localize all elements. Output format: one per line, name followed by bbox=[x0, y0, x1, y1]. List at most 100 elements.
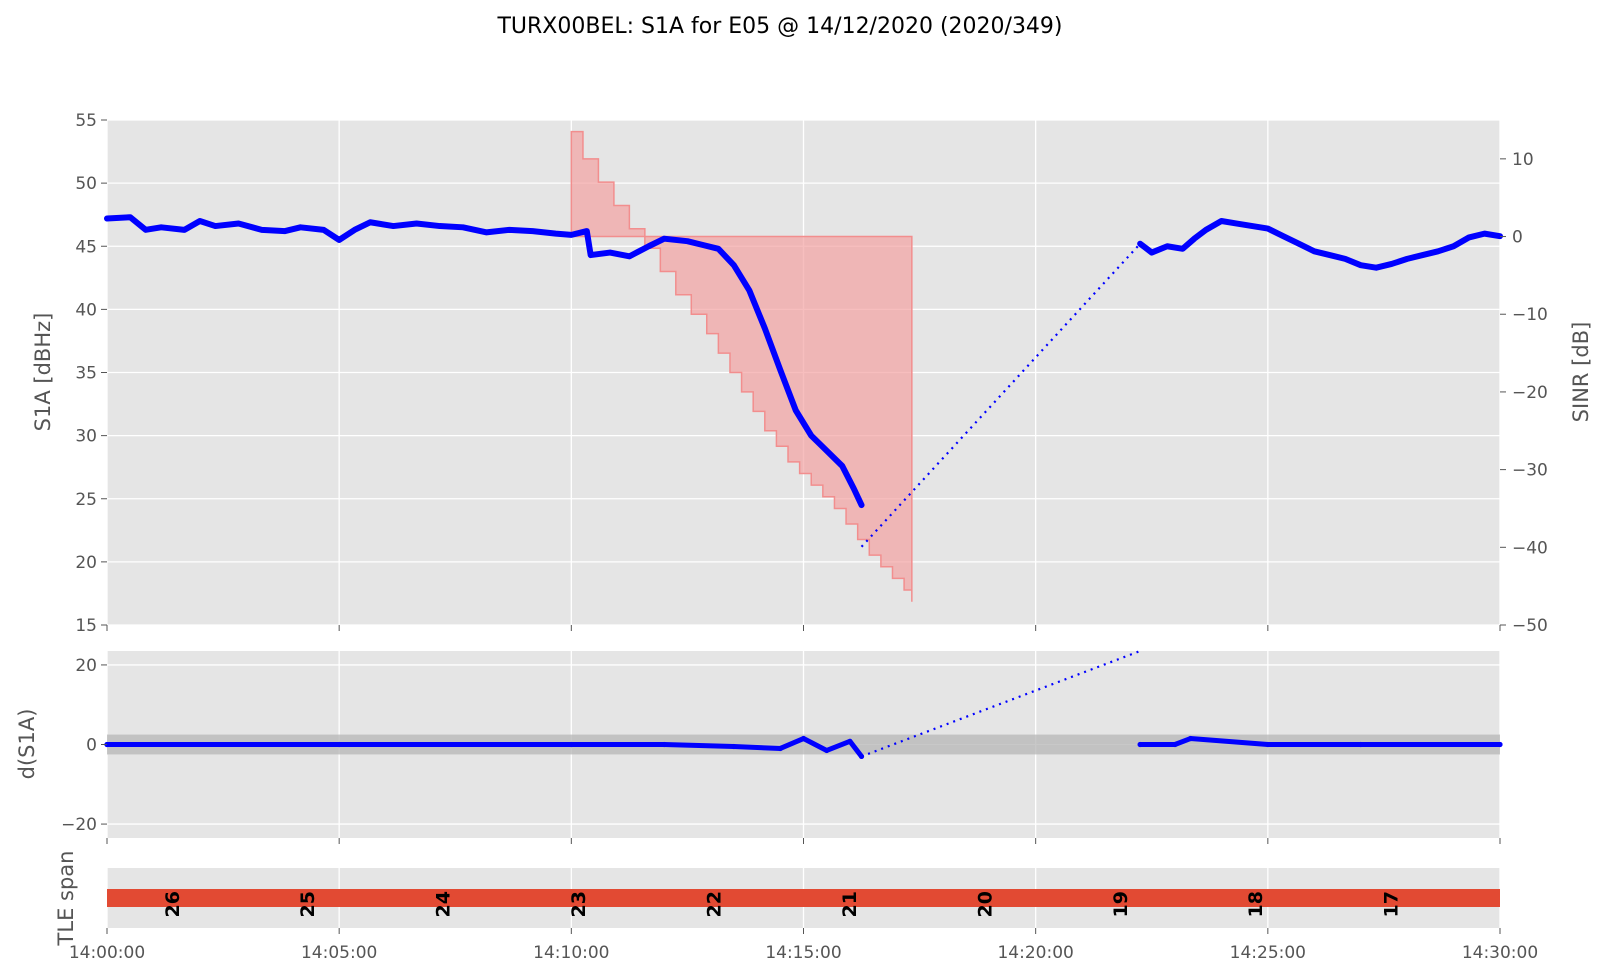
ds1a-point bbox=[847, 738, 853, 744]
tle-label: 24 bbox=[433, 891, 455, 917]
x-tick-label: 14:15:00 bbox=[765, 943, 841, 963]
ds1a-band bbox=[107, 734, 1500, 755]
s1a-point bbox=[367, 219, 373, 225]
s1a-point bbox=[777, 367, 783, 373]
s1a-y-label: S1A [dBHz] bbox=[31, 313, 55, 432]
s1a-point bbox=[1218, 218, 1224, 224]
ds1a-point bbox=[1137, 741, 1143, 748]
s1a-point bbox=[731, 262, 737, 268]
s1a-point bbox=[336, 237, 342, 243]
s1a-point bbox=[483, 229, 489, 235]
s1a-point bbox=[235, 220, 242, 227]
s1a-point bbox=[1191, 236, 1197, 242]
s1a-point bbox=[1373, 265, 1379, 271]
s1a-point bbox=[460, 224, 466, 230]
gap-line bbox=[861, 649, 1141, 758]
s1a-point bbox=[1342, 256, 1348, 262]
ds1a-point bbox=[824, 747, 830, 754]
y-tick-label: 20 bbox=[75, 553, 97, 573]
s1a-point bbox=[530, 228, 536, 234]
s1a-point bbox=[851, 486, 857, 492]
ds1a-line bbox=[1137, 736, 1503, 747]
figure-title: TURX00BEL: S1A for E05 @ 14/12/2020 (202… bbox=[496, 14, 1062, 39]
s1a-point bbox=[321, 227, 327, 233]
tle-panel: 26 25 24 23 22 21 20 19 18 17 TLE span bbox=[54, 851, 1501, 946]
s1a-point bbox=[793, 407, 799, 413]
x-tick-label: 14:00:00 bbox=[69, 943, 145, 963]
s1a-point bbox=[568, 232, 574, 238]
y-tick-label: 20 bbox=[75, 656, 97, 676]
tle-label: 22 bbox=[704, 891, 726, 917]
threshold-band bbox=[107, 734, 1500, 755]
tle-label: 20 bbox=[974, 891, 996, 917]
tle-label: 18 bbox=[1245, 891, 1267, 917]
s1a-point bbox=[1137, 241, 1143, 247]
y2-tick-label: −10 bbox=[1512, 305, 1548, 325]
ds1a-point bbox=[568, 741, 574, 748]
y-tick-label: 30 bbox=[75, 427, 97, 447]
y-tick-label: 25 bbox=[75, 490, 97, 510]
ds1a-y-ticks: −20 0 20 bbox=[61, 656, 107, 835]
s1a-point bbox=[1466, 234, 1472, 241]
s1a-point bbox=[553, 231, 559, 237]
y-tick-label: 55 bbox=[75, 111, 97, 131]
y-tick-label: 45 bbox=[75, 237, 97, 257]
s1a-point bbox=[715, 246, 721, 252]
ds1a-point bbox=[336, 741, 342, 748]
s1a-point bbox=[762, 325, 768, 331]
s1a-point bbox=[1481, 231, 1488, 237]
ds1a-series bbox=[104, 649, 1503, 760]
ds1a-point bbox=[1187, 735, 1194, 742]
y-tick-label: 35 bbox=[75, 364, 97, 384]
s1a-point bbox=[1249, 223, 1255, 229]
sinr-step-area bbox=[570, 130, 913, 602]
tle-label: 25 bbox=[297, 891, 319, 917]
y-tick-label: 0 bbox=[86, 736, 97, 756]
x-tick-label: 14:30:00 bbox=[1462, 943, 1538, 963]
s1a-point bbox=[607, 249, 613, 256]
tle-label: 23 bbox=[568, 891, 590, 917]
s1a-point bbox=[839, 463, 845, 469]
s1a-point bbox=[1164, 243, 1170, 249]
s1a-point bbox=[1311, 248, 1317, 254]
s1a-point bbox=[1234, 220, 1240, 227]
s1a-point bbox=[746, 287, 752, 294]
s1a-point bbox=[143, 227, 149, 233]
x-tick-label: 14:20:00 bbox=[997, 943, 1073, 963]
s1a-series bbox=[104, 214, 1503, 548]
s1a-point bbox=[127, 214, 133, 220]
s1a-point bbox=[1435, 248, 1441, 254]
s1a-point bbox=[661, 236, 667, 242]
tle-bar bbox=[107, 889, 1500, 907]
x-tick-label: 14:10:00 bbox=[533, 943, 609, 963]
s1a-point bbox=[297, 224, 304, 230]
x-tick-label: 14:25:00 bbox=[1230, 943, 1306, 963]
ds1a-point bbox=[661, 741, 667, 748]
s1a-point bbox=[197, 218, 203, 224]
s1a-point bbox=[824, 448, 830, 454]
s1a-point bbox=[212, 223, 218, 229]
tle-label: 19 bbox=[1110, 891, 1132, 917]
x-tick-label: 14:05:00 bbox=[301, 943, 377, 963]
ds1a-point bbox=[800, 735, 807, 742]
gap-line bbox=[860, 242, 1141, 548]
s1a-point bbox=[1296, 241, 1302, 247]
s1a-point bbox=[1404, 256, 1410, 262]
s1a-point bbox=[437, 223, 443, 229]
s1a-point bbox=[1450, 243, 1457, 249]
y-tick-label: 40 bbox=[75, 300, 97, 320]
s1a-point bbox=[181, 227, 187, 233]
s1a-point bbox=[413, 220, 420, 227]
s1a-point bbox=[1327, 252, 1333, 258]
sinr-y-label: SINR [dB] bbox=[1569, 322, 1593, 423]
y2-tick-label: −30 bbox=[1512, 461, 1548, 481]
ds1a-y-label: d(S1A) bbox=[15, 709, 39, 780]
ds1a-point bbox=[1172, 741, 1178, 748]
s1a-point bbox=[858, 502, 865, 508]
tle-labels: 26 25 24 23 22 21 20 19 18 17 bbox=[162, 891, 1403, 917]
s1a-point bbox=[1203, 227, 1209, 233]
s1a-point bbox=[808, 433, 814, 439]
s1a-point bbox=[1265, 225, 1271, 232]
tle-label: 26 bbox=[162, 891, 184, 917]
